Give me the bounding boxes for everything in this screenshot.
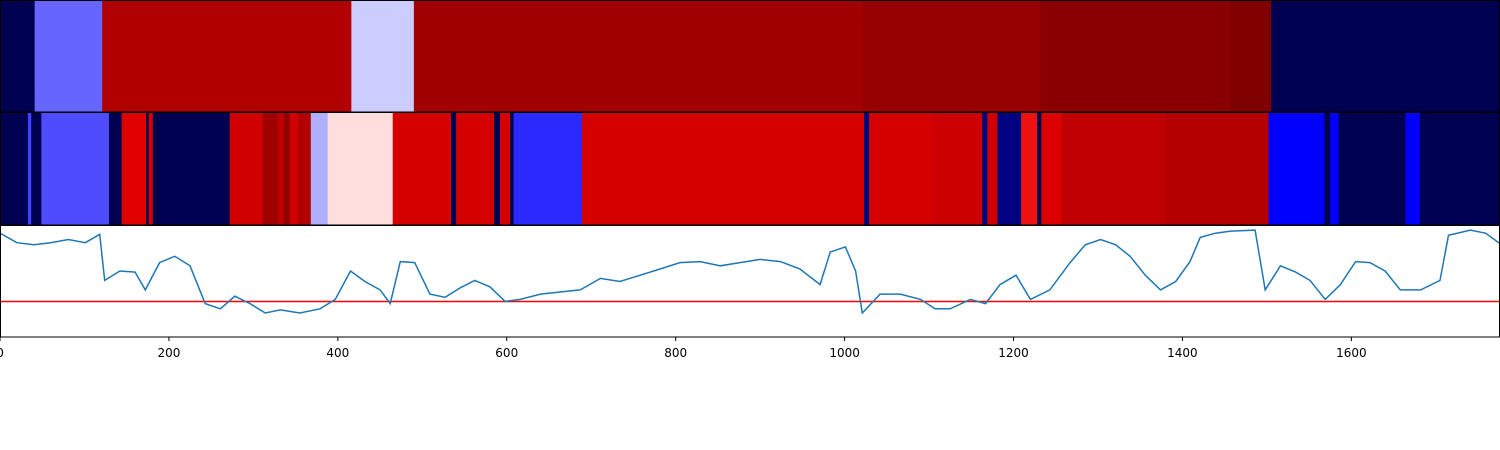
segment xyxy=(510,113,515,225)
segment xyxy=(987,113,998,225)
segment xyxy=(277,113,285,225)
segment xyxy=(41,113,110,225)
segment xyxy=(1165,113,1270,225)
segment xyxy=(864,113,870,225)
segment xyxy=(298,113,312,225)
segment xyxy=(351,1,415,112)
segment xyxy=(456,113,495,225)
segment xyxy=(0,113,29,225)
segment xyxy=(1338,113,1406,225)
segment xyxy=(862,1,1042,112)
x-tick-label: 400 xyxy=(326,346,349,360)
segment xyxy=(1230,1,1272,112)
x-tick-label: 800 xyxy=(664,346,687,360)
segment xyxy=(1324,113,1331,225)
segment xyxy=(108,113,123,225)
segment xyxy=(869,113,934,225)
segment xyxy=(451,113,457,225)
x-tick-label: 1400 xyxy=(1167,346,1198,360)
segment xyxy=(1405,113,1421,225)
segment xyxy=(1271,1,1500,112)
segment xyxy=(581,113,865,225)
segment xyxy=(1419,113,1500,225)
segment xyxy=(1061,113,1167,225)
x-tick-label: 600 xyxy=(495,346,518,360)
segment xyxy=(229,113,264,225)
segment xyxy=(1037,113,1042,225)
segment xyxy=(1330,113,1340,225)
x-tick-label: 1200 xyxy=(998,346,1029,360)
x-tick-label: 0 xyxy=(0,346,4,360)
x-tick-label: 1600 xyxy=(1336,346,1367,360)
segment xyxy=(34,1,103,112)
panel-frame xyxy=(0,225,1500,338)
segment xyxy=(27,113,32,225)
segment xyxy=(982,113,988,225)
segment xyxy=(289,113,299,225)
segment xyxy=(494,113,501,225)
segment xyxy=(148,113,154,225)
segment xyxy=(392,113,452,225)
segment xyxy=(0,1,36,112)
segment xyxy=(1041,113,1063,225)
segment xyxy=(413,1,863,112)
segment xyxy=(310,113,329,225)
segment xyxy=(262,113,279,225)
x-tick-label: 200 xyxy=(157,346,180,360)
x-tick-label: 1000 xyxy=(829,346,860,360)
line-series xyxy=(0,229,1500,315)
segment xyxy=(1040,1,1232,112)
segment xyxy=(31,113,42,225)
segment xyxy=(997,113,1022,225)
segment xyxy=(152,113,231,225)
segment xyxy=(1268,113,1325,225)
segment xyxy=(500,113,511,225)
segment xyxy=(102,1,352,112)
segment xyxy=(121,113,147,225)
segment xyxy=(513,113,583,225)
segment xyxy=(1021,113,1038,225)
segment xyxy=(283,113,291,225)
segment xyxy=(327,113,394,225)
segment xyxy=(146,113,150,225)
segment xyxy=(933,113,983,225)
